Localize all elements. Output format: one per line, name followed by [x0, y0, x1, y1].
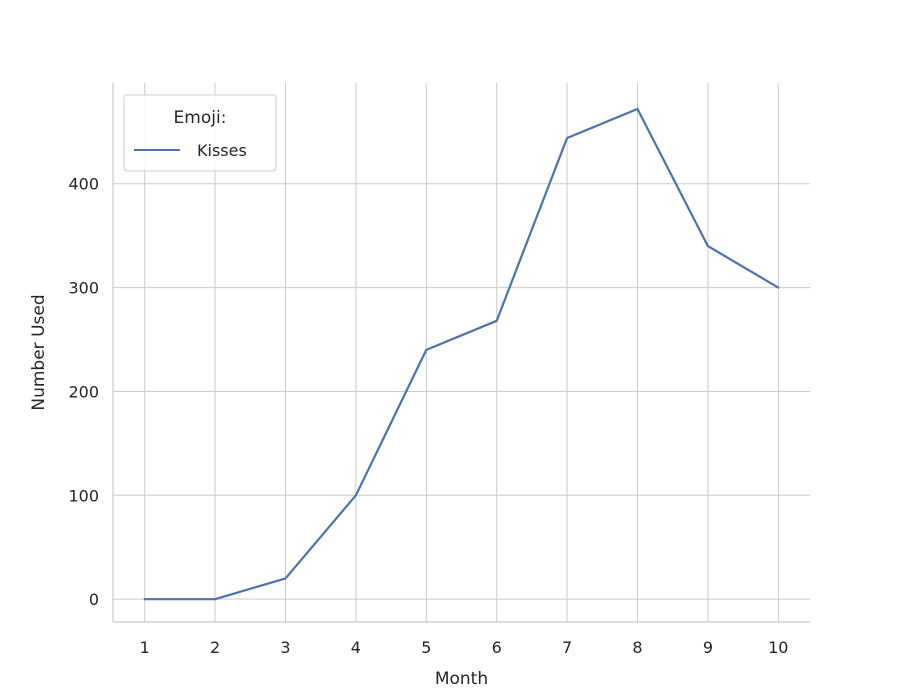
y-tick-label: 0: [89, 590, 99, 609]
legend: Emoji: Kisses: [123, 94, 277, 172]
legend-title: Emoji:: [174, 108, 227, 128]
x-tick-label: 6: [492, 638, 502, 657]
x-tick-label: 4: [351, 638, 361, 657]
horizontal-gridlines: [113, 183, 810, 600]
vertical-gridlines: [144, 83, 779, 622]
x-tick-label: 2: [210, 638, 220, 657]
x-tick-label: 9: [703, 638, 713, 657]
legend-box: [123, 94, 277, 172]
y-axis-label: Number Used: [29, 294, 49, 410]
x-axis-label: Month: [435, 669, 488, 689]
series-line-kisses: [143, 107, 780, 601]
x-tick-label: 8: [632, 638, 642, 657]
x-tick-label: 7: [562, 638, 572, 657]
y-tick-label: 100: [68, 486, 99, 505]
y-tick-labels: 0 100 200 300 400: [68, 175, 99, 609]
x-tick-label: 1: [140, 638, 150, 657]
y-tick-label: 400: [68, 175, 99, 194]
series-layer: [143, 107, 780, 601]
y-tick-label: 200: [68, 382, 99, 401]
legend-label-kisses: Kisses: [197, 141, 247, 160]
x-tick-labels: 1 2 3 4 5 6 7 8 9 10: [140, 638, 789, 657]
x-tick-label: 10: [768, 638, 788, 657]
x-tick-label: 5: [421, 638, 431, 657]
y-tick-label: 300: [68, 279, 99, 298]
x-tick-label: 3: [280, 638, 290, 657]
